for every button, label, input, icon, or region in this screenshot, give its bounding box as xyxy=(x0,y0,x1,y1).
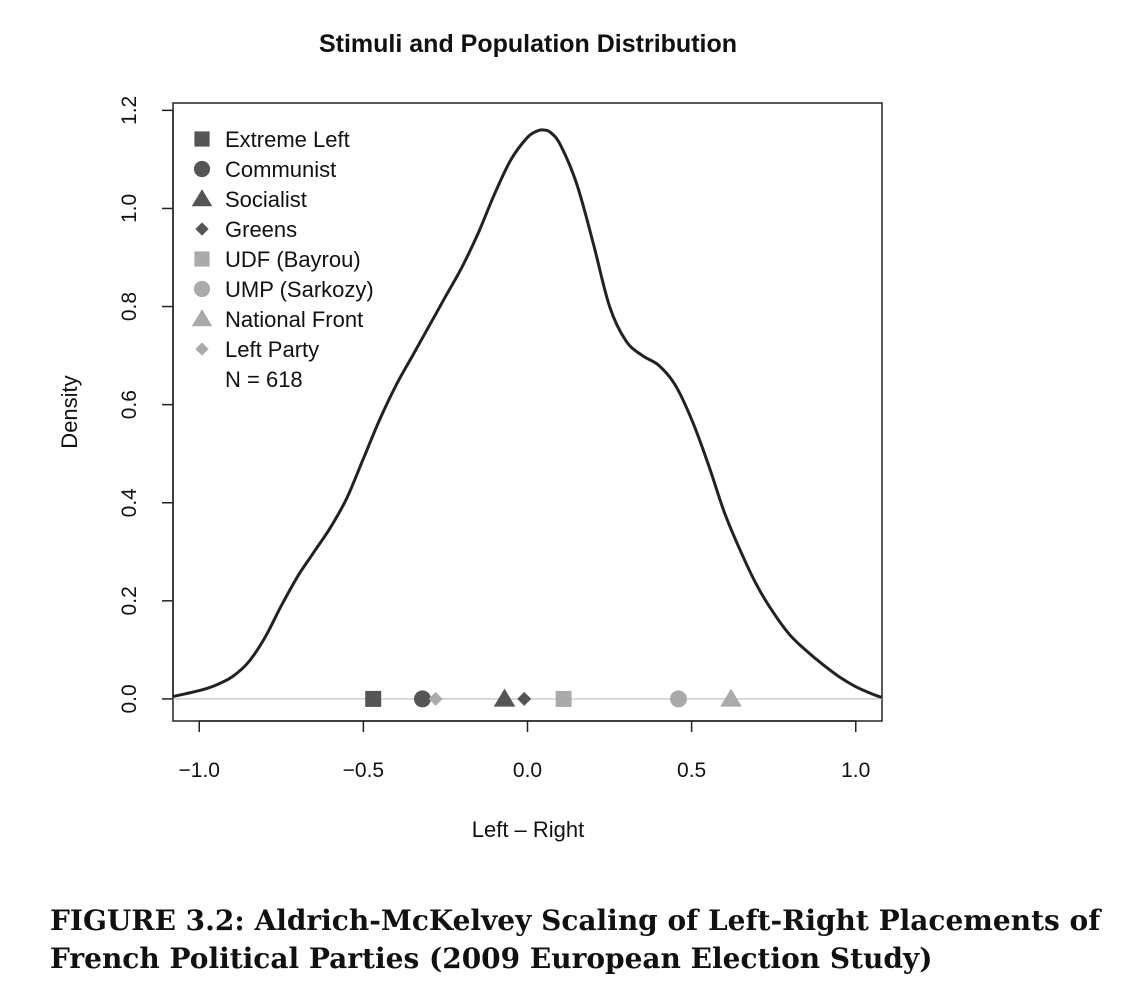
density-curve xyxy=(172,128,883,699)
legend-sample-size: N = 618 xyxy=(225,367,303,392)
x-tick-label: 1.0 xyxy=(841,759,870,782)
y-axis: 0.0 0.2 0.4 0.6 0.8 1.0 1.2 xyxy=(118,96,174,714)
stimulus-marker-extreme-left xyxy=(365,690,382,707)
figure-caption: FIGURE 3.2: Aldrich-McKelvey Scaling of … xyxy=(50,904,1101,975)
x-axis: −1.0 −0.5 0.0 0.5 1.0 xyxy=(179,720,870,782)
y-axis-label: Density xyxy=(57,375,82,448)
legend-label-udf-bayrou: UDF (Bayrou) xyxy=(225,247,361,272)
legend-marker-left-party xyxy=(195,342,209,356)
stimulus-marker-left-party xyxy=(428,691,443,706)
legend-marker-extreme-left xyxy=(194,131,210,147)
chart-title: Stimuli and Population Distribution xyxy=(319,30,737,58)
y-tick-label: 0.4 xyxy=(118,488,141,518)
legend-label-left-party: Left Party xyxy=(225,337,319,362)
legend-marker-ump-sarkozy xyxy=(193,280,211,298)
legend-label-national-front: National Front xyxy=(225,307,363,332)
stimulus-marker-greens xyxy=(517,691,532,706)
x-tick-label: 0.5 xyxy=(677,759,706,782)
x-tick-label: −1.0 xyxy=(179,759,220,782)
legend-marker-communist xyxy=(193,160,211,178)
stimulus-marker-national-front xyxy=(720,688,742,707)
legend-marker-greens xyxy=(195,222,209,236)
legend-label-ump-sarkozy: UMP (Sarkozy) xyxy=(225,277,374,302)
y-tick-label: 0.8 xyxy=(118,292,141,321)
legend-label-socialist: Socialist xyxy=(225,187,307,212)
x-axis-label: Left – Right xyxy=(472,817,585,842)
legend-marker-udf-bayrou xyxy=(194,251,210,267)
stimulus-marker-socialist xyxy=(493,688,516,707)
legend-marker-socialist xyxy=(191,189,213,207)
stimulus-marker-communist xyxy=(413,690,431,708)
y-tick-label: 1.0 xyxy=(118,194,141,223)
stimulus-marker-ump-sarkozy xyxy=(669,690,687,708)
density-chart: Stimuli and Population Distribution −1.0… xyxy=(57,30,883,842)
x-tick-label: 0.0 xyxy=(513,759,542,782)
legend-label-extreme-left: Extreme Left xyxy=(225,127,350,152)
legend-label-communist: Communist xyxy=(225,157,336,182)
y-tick-label: 0.0 xyxy=(118,684,141,713)
legend-label-greens: Greens xyxy=(225,217,297,242)
legend-marker-national-front xyxy=(191,309,213,327)
y-tick-label: 0.6 xyxy=(118,390,141,419)
legend: Extreme Left Communist Socialist Greens UDF … xyxy=(191,127,374,392)
stimulus-marker-udf-bayrou xyxy=(555,690,572,707)
y-tick-label: 0.2 xyxy=(118,586,141,615)
y-tick-label: 1.2 xyxy=(118,96,141,125)
plot-layer xyxy=(172,128,883,708)
x-tick-label: −0.5 xyxy=(343,759,384,782)
